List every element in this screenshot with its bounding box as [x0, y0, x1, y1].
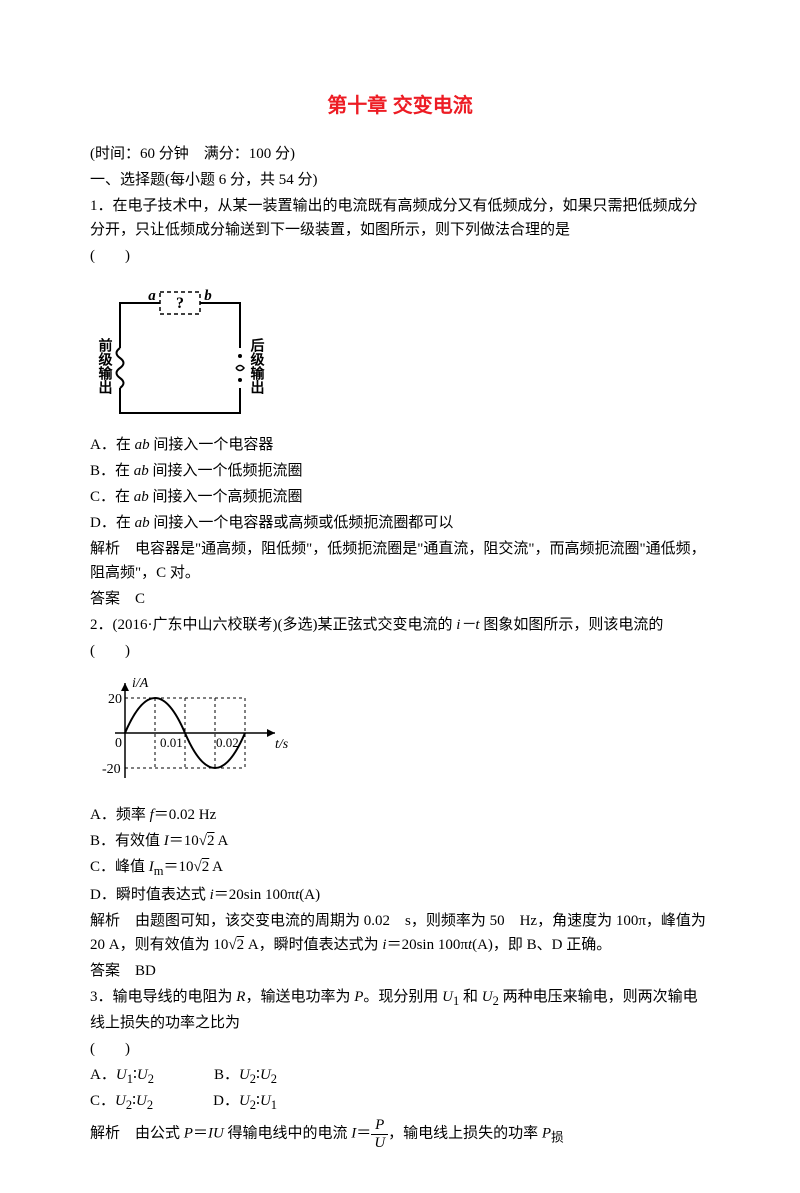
q1-fig-b: b	[204, 288, 212, 304]
q2-optA: A．频率 f＝0.02 Hz	[90, 803, 710, 827]
q3-optB: B．U2∶U2	[214, 1063, 277, 1089]
q1-answer: 答案 C	[90, 587, 710, 611]
q1-fig-left: 前级输出	[97, 337, 113, 395]
q1-paren: ( )	[90, 244, 710, 268]
q2-fig-y20: 20	[108, 692, 122, 707]
q1-optB: B．在 ab 间接入一个低频扼流圈	[90, 459, 710, 483]
q2-fig-y0: 0	[115, 736, 122, 751]
q3-optA: A．U1∶U2	[90, 1063, 154, 1089]
q1-optA: A．在 ab 间接入一个电容器	[90, 433, 710, 457]
q2-answer: 答案 BD	[90, 959, 710, 983]
q1-fig-q: ?	[176, 295, 184, 312]
section-heading: 一、选择题(每小题 6 分，共 54 分)	[90, 168, 710, 192]
q1-fig-right: 后级输出	[249, 337, 265, 395]
q2-fig-ylabel: i/A	[132, 676, 149, 691]
q3-analysis: 解析 由公式 P＝IU 得输电线中的电流 I＝PU，输电线上损失的功率 P损	[90, 1117, 710, 1151]
q1-stem: 1．在电子技术中，从某一装置输出的电流既有高频成分又有低频成分，如果只需把低频成…	[90, 194, 710, 242]
q2-analysis: 解析 由题图可知，该交变电流的周期为 0.02 s，则频率为 50 Hz，角速度…	[90, 909, 710, 957]
q3-options-row2: C．U2∶U2 D．U2∶U1	[90, 1089, 710, 1115]
page: 第十章 交变电流 (时间：60 分钟 满分：100 分) 一、选择题(每小题 6…	[0, 0, 800, 1193]
time-info: (时间：60 分钟 满分：100 分)	[90, 142, 710, 166]
q1-figure: ? a b 前级输出 后级输出	[90, 278, 710, 423]
q3-optC: C．U2∶U2	[90, 1089, 153, 1115]
q3-paren: ( )	[90, 1037, 710, 1061]
q2-fig-xlabel: t/s	[275, 737, 289, 752]
q2-optD: D．瞬时值表达式 i＝20sin 100πt(A)	[90, 883, 710, 907]
q3-stem: 3．输电导线的电阻为 R，输送电功率为 P。现分别用 U1 和 U2 两种电压来…	[90, 985, 710, 1035]
q2-fig-x1: 0.01	[160, 735, 183, 750]
q1-optD: D．在 ab 间接入一个电容器或高频或低频扼流圈都可以	[90, 511, 710, 535]
q1-optC: C．在 ab 间接入一个高频扼流圈	[90, 485, 710, 509]
q2-fig-x2: 0.02	[216, 735, 239, 750]
q2-figure: i/A t/s 20 -20 0 0.01 0.02	[90, 673, 710, 793]
q2-fig-ym20: -20	[102, 762, 121, 777]
q3-options-row1: A．U1∶U2 B．U2∶U2	[90, 1063, 710, 1089]
q2-optB: B．有效值 I＝10√2 A	[90, 829, 710, 853]
q1-fig-a: a	[148, 288, 156, 304]
q1-analysis: 解析 电容器是"通高频，阻低频"，低频扼流圈是"通直流，阻交流"，而高频扼流圈"…	[90, 537, 710, 585]
chapter-title: 第十章 交变电流	[90, 90, 710, 122]
q2-optC: C．峰值 Im＝10√2 A	[90, 855, 710, 881]
q3-optD: D．U2∶U1	[213, 1089, 277, 1115]
q2-stem: 2．(2016·广东中山六校联考)(多选)某正弦式交变电流的 i－t 图象如图所…	[90, 613, 710, 637]
q2-paren: ( )	[90, 639, 710, 663]
